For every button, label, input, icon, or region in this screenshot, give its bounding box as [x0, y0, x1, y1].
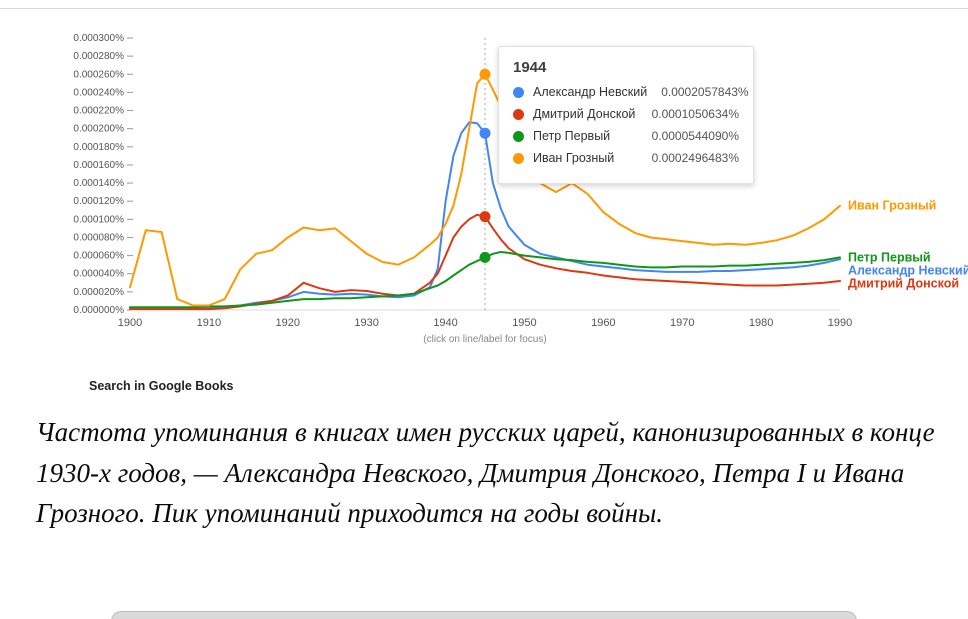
y-tick-label: 0.000160% — [73, 160, 124, 171]
series-label-alexander-nevsky[interactable]: Александр Невский — [848, 263, 968, 277]
hover-dot-pyotr-pervy — [479, 251, 491, 263]
x-tick-label: 1930 — [354, 317, 378, 329]
y-tick-label: 0.000140% — [73, 178, 124, 189]
x-tick-label: 1980 — [749, 317, 773, 329]
y-tick-label: 0.000000% — [73, 305, 124, 316]
tooltip-rows: Александр Невский 0.0002057843% Дмитрий До… — [513, 85, 749, 165]
x-tick-label: 1940 — [433, 317, 457, 329]
tooltip-row: Иван Грозный 0.0002496483% — [513, 151, 739, 165]
x-tick-label: 1920 — [276, 317, 300, 329]
series-line-ivan-grozny[interactable] — [129, 73, 841, 307]
series-color-dot — [513, 108, 524, 120]
y-tick-label: 0.000260% — [73, 69, 124, 80]
tooltip-series-name: Петр Первый — [533, 129, 611, 143]
y-tick-label: 0.000080% — [73, 232, 124, 243]
hover-dot-dmitry-donskoy — [479, 211, 491, 223]
tooltip-year: 1944 — [513, 59, 547, 76]
hover-dot-alexander-nevsky — [479, 127, 491, 139]
tooltip-row: Александр Невский 0.0002057843% — [513, 85, 749, 99]
tooltip-row: Дмитрий Донской 0.0001050634% — [513, 107, 739, 121]
y-tick-label: 0.000300% — [73, 33, 124, 44]
tooltip-series-name: Дмитрий Донской — [533, 107, 636, 121]
x-tick-label: 1900 — [118, 317, 142, 329]
series-line-pyotr-pervy[interactable] — [129, 251, 841, 309]
y-tick-label: 0.000280% — [73, 51, 124, 62]
series-label-pyotr-pervy[interactable]: Петр Первый — [848, 250, 931, 264]
hover-dot-ivan-grozny — [479, 68, 491, 80]
chart-footnote: (click on line/label for focus) — [423, 334, 547, 345]
tooltip-series-value: 0.0000544090% — [651, 129, 739, 143]
x-tick-label: 1910 — [197, 317, 221, 329]
series-label-dmitry-donskoy[interactable]: Дмитрий Донской — [848, 276, 959, 290]
figure-caption: Частота упоминания в книгах имен русских… — [36, 417, 935, 528]
tooltip-row: Петр Первый 0.0000544090% — [513, 129, 739, 143]
series-color-dot — [513, 152, 524, 164]
tooltip-series-value: 0.0002057843% — [661, 85, 749, 99]
tooltip-series-name: Иван Грозный — [533, 151, 615, 165]
search-in-google-books-link[interactable]: Search in Google Books — [89, 379, 234, 393]
x-tick-label: 1990 — [828, 317, 852, 329]
x-tick-label: 1960 — [591, 317, 615, 329]
series-line-dmitry-donskoy[interactable] — [129, 213, 841, 311]
series-color-dot — [513, 130, 524, 142]
tooltip-series-value: 0.0001050634% — [651, 107, 739, 121]
chart-tooltip: 1944 Александр Невский 0.0002057843% Дмитр… — [498, 46, 754, 184]
y-tick-label: 0.000120% — [73, 196, 124, 207]
x-tick-label: 1970 — [670, 317, 694, 329]
series-label-ivan-grozny[interactable]: Иван Грозный — [848, 199, 936, 213]
ngram-chart-area: 0.000000% 0.000020% 0.000040% 0.000060% 0.00… — [73, 33, 968, 329]
tooltip-series-value: 0.0002496483% — [651, 151, 739, 165]
y-tick-label: 0.000020% — [73, 287, 124, 298]
tooltip-series-name: Александр Невский — [533, 85, 648, 99]
series-color-dot — [513, 86, 524, 98]
y-tick-label: 0.000180% — [73, 142, 124, 153]
y-tick-label: 0.000200% — [73, 124, 124, 135]
y-tick-label: 0.000060% — [73, 251, 124, 262]
y-tick-label: 0.000100% — [73, 214, 124, 225]
y-tick-label: 0.000220% — [73, 106, 124, 117]
top-divider — [0, 8, 968, 9]
x-tick-label: 1950 — [512, 317, 536, 329]
y-tick-label: 0.000040% — [73, 269, 124, 280]
y-tick-label: 0.000240% — [73, 87, 124, 98]
next-image-edge — [111, 611, 857, 619]
ngram-chart: 0.000000% 0.000020% 0.000040% 0.000060% 0.00… — [73, 33, 968, 329]
